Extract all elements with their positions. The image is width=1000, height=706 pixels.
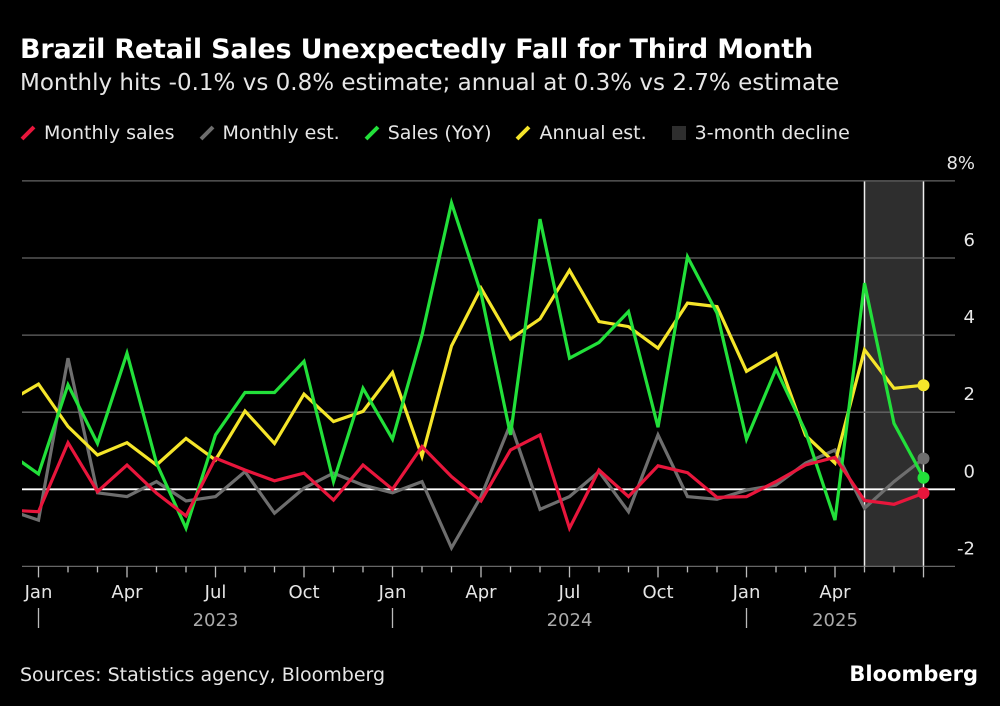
endpoint-dot-annual-est: [917, 379, 930, 392]
legend-swatch-monthly-sales: [20, 125, 36, 141]
endpoint-dot-monthly-est: [917, 452, 930, 465]
y-tick-label: -2: [957, 538, 975, 559]
shaded-region-3-month-decline: [864, 180, 924, 567]
endpoint-dot-sales-yoy: [917, 471, 930, 484]
legend-item-monthly-sales: Monthly sales: [20, 122, 175, 144]
legend-label: Sales (YoY): [387, 122, 492, 144]
legend-swatch-sales-yoy: [364, 125, 380, 141]
x-tick-label: Jan: [24, 582, 53, 603]
y-tick-label: 4: [964, 307, 975, 328]
legend-label: Monthly sales: [44, 122, 175, 144]
x-tick-label: Jul: [204, 582, 227, 603]
series-line-annual-est: [22, 267, 924, 468]
legend: Monthly sales Monthly est. Sales (YoY) A…: [20, 120, 874, 146]
y-tick-label: 2: [964, 384, 975, 405]
legend-label: Annual est.: [539, 122, 647, 144]
legend-swatch-annual-est: [516, 125, 531, 141]
legend-item-monthly-est: Monthly est.: [199, 122, 340, 144]
legend-swatch-3-month-decline: [671, 126, 686, 140]
x-tick-label: Jul: [558, 582, 581, 603]
series-line-monthly-est: [22, 357, 925, 552]
legend-item-annual-est: Annual est.: [515, 122, 647, 144]
x-tick-label: Apr: [465, 582, 497, 603]
chart-subtitle: Monthly hits -0.1% vs 0.8% estimate; ann…: [20, 70, 840, 96]
series-line-monthly-sales: [22, 432, 925, 533]
x-year-label: 2024: [547, 610, 593, 631]
x-year-label: 2025: [812, 610, 858, 631]
y-tick-label: 8%: [946, 153, 975, 174]
x-tick-label: Apr: [819, 582, 851, 603]
legend-label: 3-month decline: [694, 122, 850, 144]
endpoint-dot-monthly-sales: [917, 487, 930, 500]
legend-item-sales-yoy: Sales (YoY): [364, 122, 492, 144]
legend-item-3-month-decline: 3-month decline: [671, 122, 850, 144]
y-tick-label: 0: [964, 461, 975, 482]
y-tick-label: 6: [964, 230, 975, 251]
legend-swatch-monthly-est: [199, 125, 214, 141]
x-tick-label: Jan: [378, 582, 407, 603]
chart-title: Brazil Retail Sales Unexpectedly Fall fo…: [20, 34, 814, 65]
source-note: Sources: Statistics agency, Bloomberg: [20, 664, 386, 686]
legend-label: Monthly est.: [222, 122, 340, 144]
x-tick-label: Apr: [111, 582, 143, 603]
bloomberg-logo: Bloomberg: [849, 662, 978, 686]
x-tick-label: Oct: [642, 582, 673, 603]
x-tick-label: Jan: [732, 582, 761, 603]
x-year-label: 2023: [193, 610, 239, 631]
series-line-sales-yoy: [22, 196, 925, 533]
x-tick-label: Oct: [288, 582, 319, 603]
